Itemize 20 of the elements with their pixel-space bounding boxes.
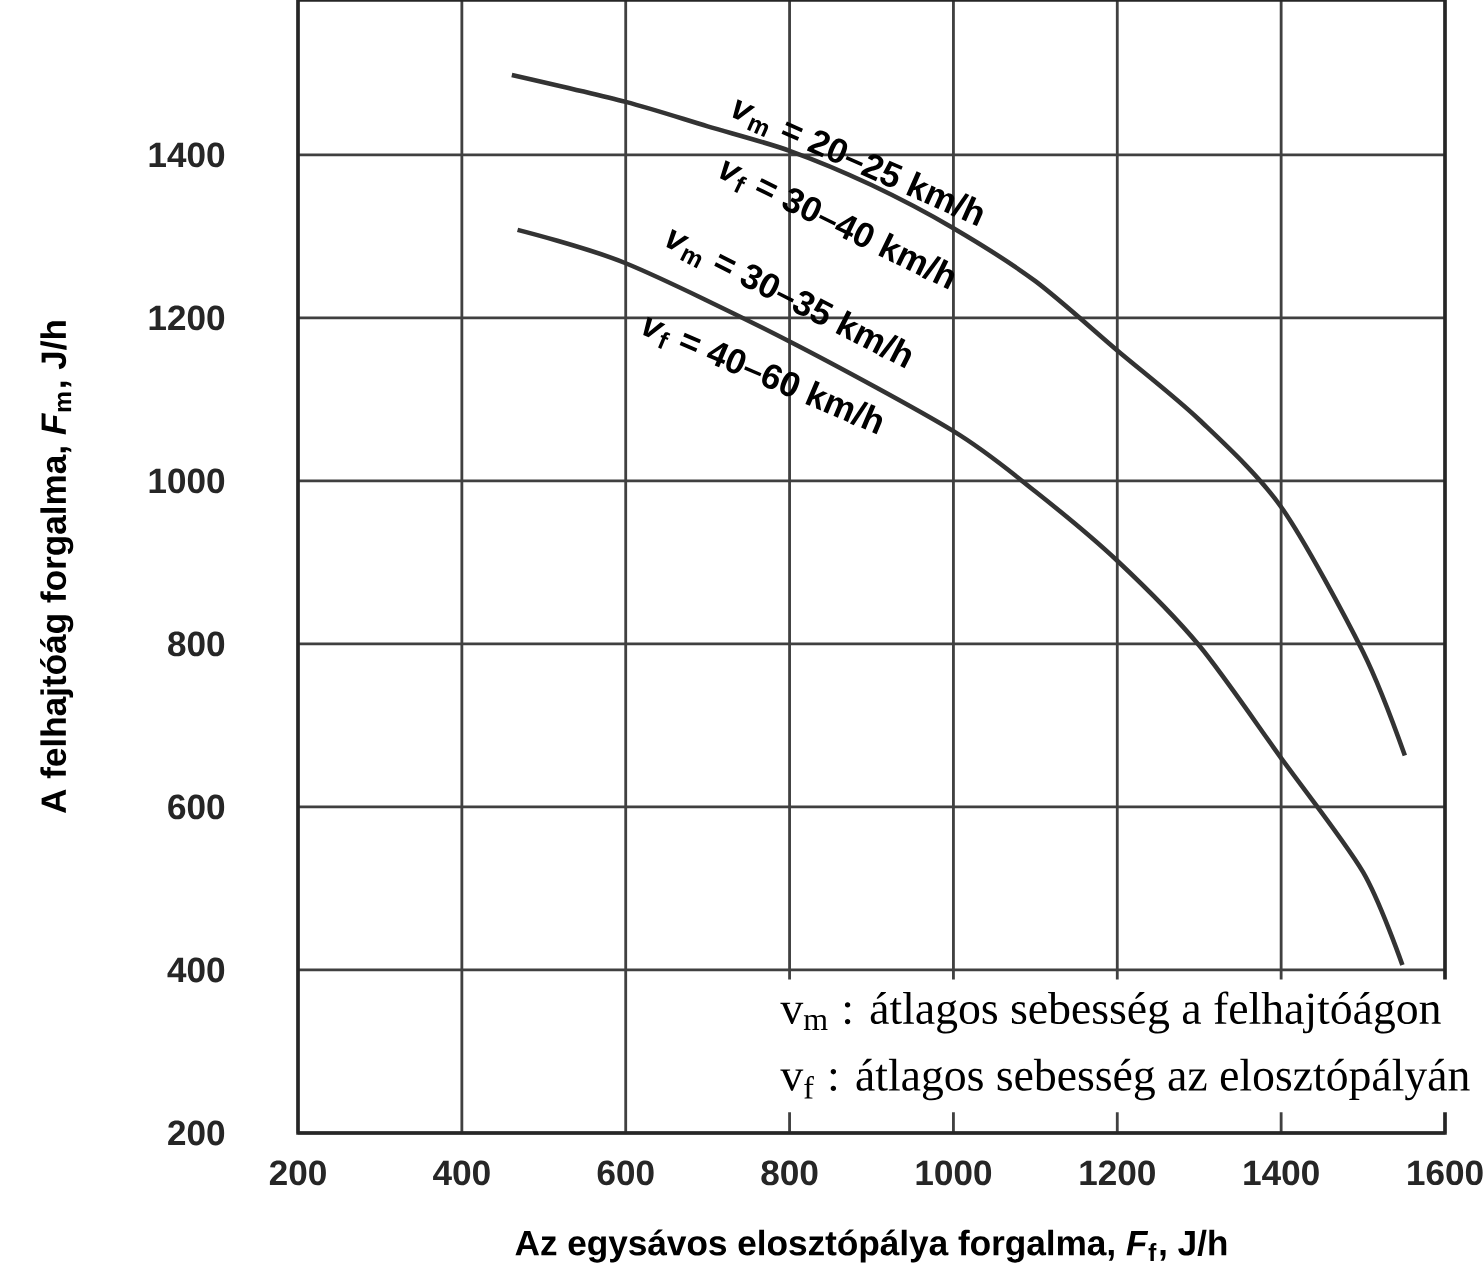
x-tick-label: 200 [269,1160,326,1186]
x-tick-label: 400 [433,1160,490,1186]
y-tick-label: 1400 [149,142,225,168]
y-tick-label: 200 [168,1120,225,1146]
y-tick-label: 1200 [149,305,225,331]
y-tick-label: 600 [168,794,225,820]
x-tick-label: 1000 [916,1160,992,1186]
x-axis-title: Az egysávos elosztópálya forgalma, F$_{f}$, J/h [515,1229,1227,1263]
x-tick-label: 1600 [1408,1160,1483,1186]
x-tick-label: 1400 [1244,1160,1319,1186]
y-tick-label: 1000 [149,468,225,494]
x-tick-label: 1200 [1080,1160,1155,1186]
x-tick-label: 800 [761,1160,818,1186]
y-axis-title: A felhajtóág forgalma, F$_{m}$, J/h [40,321,74,814]
line-series [509,72,1408,758]
annotation: v$_{f}$ : átlagos sebesség az elosztópályán [780,1058,1470,1101]
annotation: v$_{m}$ : átlagos sebesség a felhajtóágon [780,991,1441,1034]
y-tick-label: 400 [167,957,225,983]
x-tick-label: 600 [597,1160,654,1186]
y-tick-label: 800 [168,631,225,657]
